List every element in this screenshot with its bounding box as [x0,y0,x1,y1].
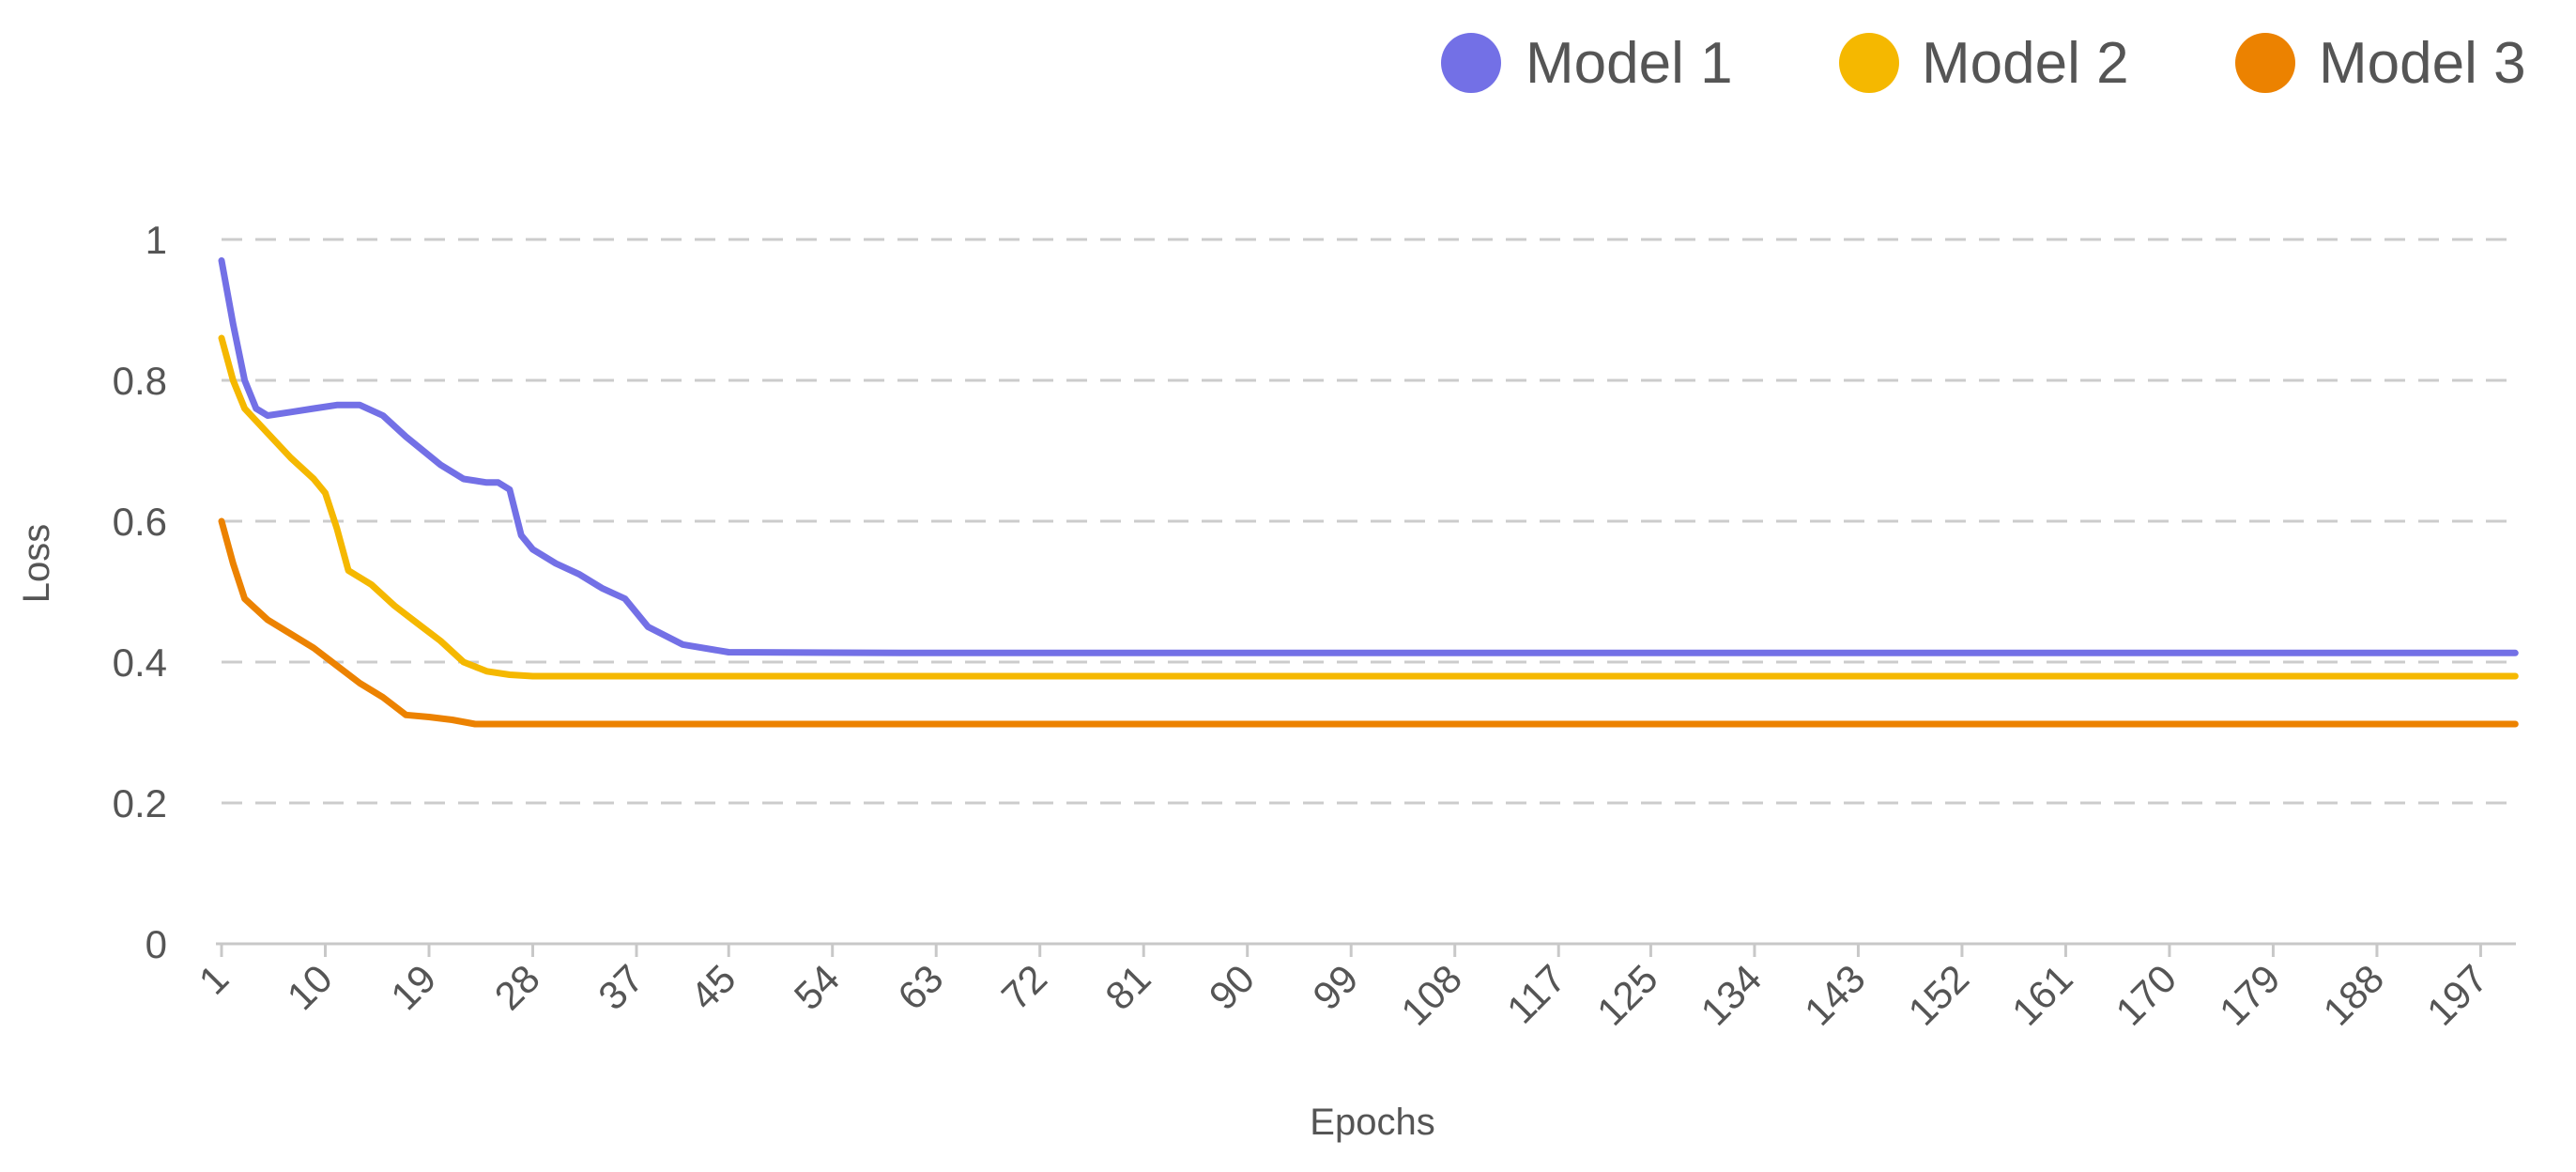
x-tick-label: 19 [382,956,444,1018]
series-line-model-3 [218,517,2519,728]
y-tick-label: 0.4 [113,640,167,685]
x-tick-label: 81 [1096,956,1158,1018]
x-tick-label: 45 [682,956,744,1018]
x-tick-label: 125 [1588,956,1666,1034]
x-tick-label: 197 [2418,956,2496,1034]
x-tick-label: 10 [279,956,341,1018]
y-tick-label: 0.8 [113,359,167,403]
x-tick-label: 1 [191,956,238,1003]
x-axis-title: Epochs [1310,1102,1434,1143]
x-tick-label: 28 [486,956,548,1018]
x-axis-ticks: 1 10 19 28 37 45 54 63 72 81 90 99 108 117 125 134 143 15… [191,944,2496,1034]
legend-swatch [1839,33,1899,93]
x-tick-label: 72 [993,956,1055,1018]
grid-lines [222,238,2516,805]
legend-swatch [2235,33,2295,93]
x-tick-label: 170 [2108,956,2185,1034]
y-axis-ticks: 0 0.2 0.4 0.6 0.8 1 [113,218,167,966]
legend-item-model-1[interactable]: Model 1 [1441,31,1733,96]
x-tick-label: 37 [590,956,652,1018]
y-tick-label: 1 [146,218,167,262]
legend-item-model-2[interactable]: Model 2 [1839,31,2129,96]
x-tick-label: 117 [1498,956,1574,1032]
x-tick-label: 143 [1796,956,1874,1034]
y-tick-label: 0.6 [113,500,167,544]
series-line-model-2 [218,334,2519,680]
x-tick-label: 63 [889,956,951,1018]
series-lines [218,257,2519,728]
legend: Model 1 Model 2 Model 3 [1441,31,2526,96]
x-tick-label: 152 [1900,956,1978,1034]
x-tick-label: 108 [1392,956,1470,1034]
x-tick-label: 134 [1693,956,1771,1034]
x-tick-label: 179 [2211,956,2289,1034]
y-tick-label: 0 [146,922,167,966]
x-tick-label: 54 [786,956,848,1018]
series-line-model-1 [218,257,2519,656]
x-tick-label: 90 [1201,956,1263,1018]
x-tick-label: 99 [1304,956,1366,1018]
legend-swatch [1441,33,1501,93]
legend-label: Model 2 [1922,31,2129,96]
y-tick-label: 0.2 [113,781,167,825]
x-tick-label: 161 [2003,956,2081,1034]
legend-label: Model 1 [1526,31,1733,96]
y-axis-title: Loss [16,524,57,604]
legend-label: Model 3 [2319,31,2526,96]
x-tick-label: 188 [2315,956,2393,1034]
legend-item-model-3[interactable]: Model 3 [2235,31,2526,96]
